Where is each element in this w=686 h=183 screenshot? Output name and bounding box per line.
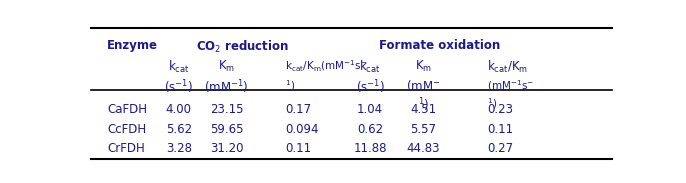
- Text: k$_{\mathregular{cat}}$: k$_{\mathregular{cat}}$: [359, 59, 381, 75]
- Text: 31.20: 31.20: [210, 142, 244, 155]
- Text: 4.51: 4.51: [410, 103, 436, 116]
- Text: 0.17: 0.17: [285, 103, 311, 116]
- Text: 5.57: 5.57: [410, 123, 436, 136]
- Text: 1.04: 1.04: [357, 103, 383, 116]
- Text: K$_{\mathregular{m}}$: K$_{\mathregular{m}}$: [415, 59, 432, 74]
- Text: k$_{\mathregular{cat}}$/K$_{\mathregular{m}}$: k$_{\mathregular{cat}}$/K$_{\mathregular…: [487, 59, 528, 75]
- Text: (mM$^{-}$: (mM$^{-}$: [406, 78, 440, 93]
- Text: (mM$^{-1}$s$^{-}$: (mM$^{-1}$s$^{-}$: [487, 78, 534, 93]
- Text: (s$^{-1}$): (s$^{-1}$): [165, 78, 193, 96]
- Text: 23.15: 23.15: [210, 103, 244, 116]
- Text: CO$_2$ reduction: CO$_2$ reduction: [196, 39, 289, 55]
- Text: 4.00: 4.00: [166, 103, 192, 116]
- Text: 0.23: 0.23: [487, 103, 513, 116]
- Text: $^{1}$): $^{1}$): [487, 97, 497, 111]
- Text: 0.62: 0.62: [357, 123, 383, 136]
- Text: (mM$^{-1}$): (mM$^{-1}$): [204, 78, 249, 96]
- Text: 59.65: 59.65: [210, 123, 244, 136]
- Text: 0.094: 0.094: [285, 123, 318, 136]
- Text: $^{1}$): $^{1}$): [418, 97, 429, 114]
- Text: 0.11: 0.11: [487, 123, 513, 136]
- Text: Formate oxidation: Formate oxidation: [379, 39, 500, 52]
- Text: $^{1}$): $^{1}$): [285, 78, 295, 93]
- Text: CaFDH: CaFDH: [107, 103, 147, 116]
- Text: 5.62: 5.62: [166, 123, 192, 136]
- Text: CcFDH: CcFDH: [107, 123, 146, 136]
- Text: Enzyme: Enzyme: [107, 39, 158, 52]
- Text: 11.88: 11.88: [353, 142, 387, 155]
- Text: 0.27: 0.27: [487, 142, 513, 155]
- Text: K$_{\mathregular{m}}$: K$_{\mathregular{m}}$: [218, 59, 235, 74]
- Text: k$_{\mathregular{cat}}$/K$_{\mathregular{m}}$(mM$^{-1}$s$^{-}$: k$_{\mathregular{cat}}$/K$_{\mathregular…: [285, 59, 368, 74]
- Text: 0.11: 0.11: [285, 142, 311, 155]
- Text: k$_{\mathregular{cat}}$: k$_{\mathregular{cat}}$: [168, 59, 189, 75]
- Text: CrFDH: CrFDH: [107, 142, 145, 155]
- Text: 3.28: 3.28: [166, 142, 192, 155]
- Text: (s$^{-1}$): (s$^{-1}$): [356, 78, 385, 96]
- Text: 44.83: 44.83: [407, 142, 440, 155]
